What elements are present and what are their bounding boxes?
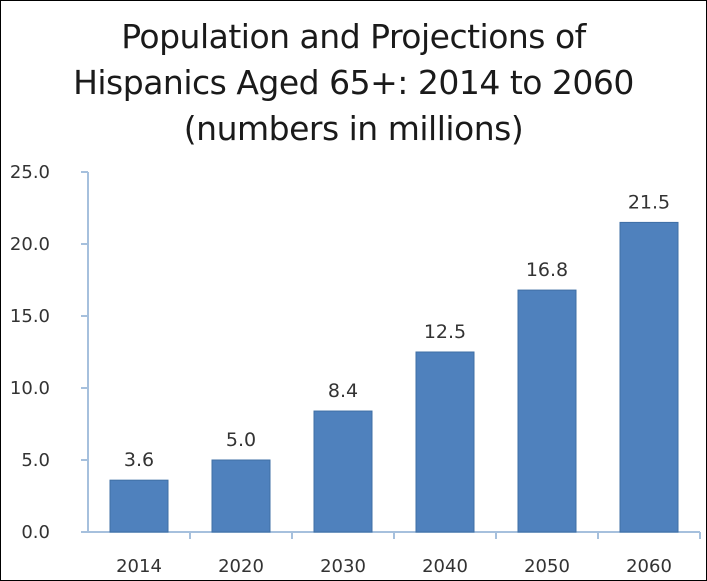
chart-title-line-2: Hispanics Aged 65+: 2014 to 2060 bbox=[73, 63, 634, 102]
bar bbox=[211, 459, 271, 533]
x-axis-tick-label: 2050 bbox=[524, 556, 570, 577]
y-axis-tick-label: 5.0 bbox=[21, 450, 50, 471]
bar bbox=[415, 351, 475, 533]
bar bbox=[313, 410, 373, 533]
x-axis-tick-label: 2020 bbox=[218, 556, 264, 577]
y-axis-tick-label: 0.0 bbox=[21, 522, 50, 543]
chart-title-line-3: (numbers in millions) bbox=[183, 109, 524, 148]
bar-data-label: 16.8 bbox=[526, 259, 568, 281]
y-axis-tick-label: 15.0 bbox=[10, 306, 50, 327]
x-axis-tick-label: 2060 bbox=[626, 556, 672, 577]
chart-title: Population and Projections of Hispanics … bbox=[0, 14, 707, 152]
bar-data-label: 3.6 bbox=[124, 449, 154, 471]
bar-data-label: 5.0 bbox=[226, 429, 256, 451]
x-axis-tick-label: 2014 bbox=[116, 556, 162, 577]
y-axis-tick-label: 20.0 bbox=[10, 234, 50, 255]
bar bbox=[619, 221, 679, 533]
bar-data-label: 8.4 bbox=[328, 380, 358, 402]
bar bbox=[109, 479, 169, 533]
bar bbox=[517, 289, 577, 533]
bar-data-label: 21.5 bbox=[628, 191, 670, 213]
x-axis-tick-label: 2030 bbox=[320, 556, 366, 577]
y-axis-tick-label: 25.0 bbox=[10, 162, 50, 183]
chart-title-line-1: Population and Projections of bbox=[121, 17, 586, 56]
y-axis-tick-label: 10.0 bbox=[10, 378, 50, 399]
x-axis-tick-label: 2040 bbox=[422, 556, 468, 577]
bar-data-label: 12.5 bbox=[424, 321, 466, 343]
